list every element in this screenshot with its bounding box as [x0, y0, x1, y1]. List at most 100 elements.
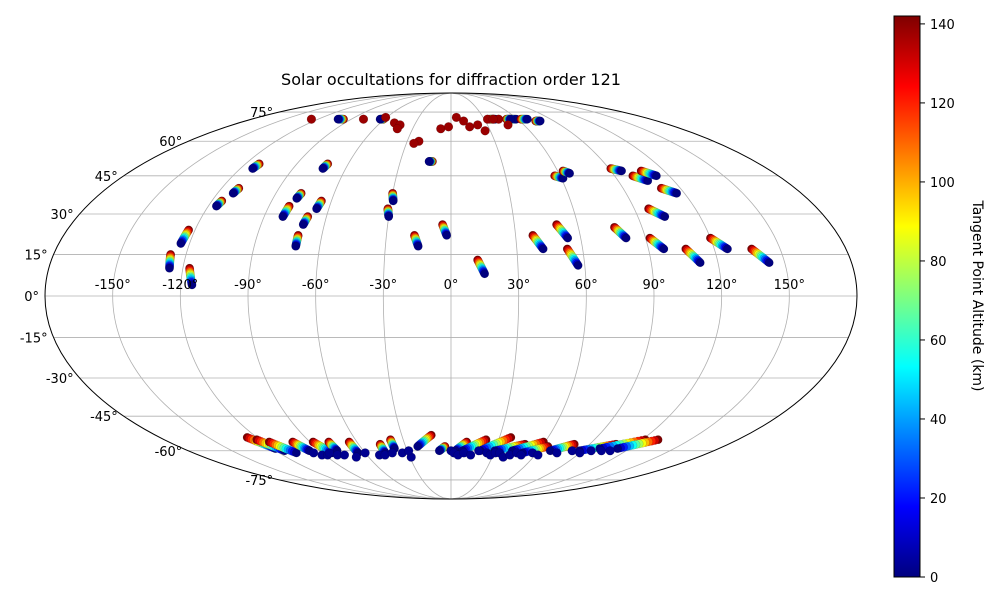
occultation-point — [436, 124, 446, 134]
occultation-point — [552, 448, 562, 458]
colorbar-tick-label: 80 — [930, 255, 947, 270]
occultation-point — [567, 446, 577, 456]
y-tick-label: 75° — [250, 106, 273, 121]
occultation-point — [409, 138, 419, 149]
y-tick-label: -15° — [20, 332, 48, 347]
occultation-point — [351, 452, 361, 462]
occultation-point — [312, 204, 321, 214]
occultation-point — [695, 258, 705, 268]
map-boundary — [44, 92, 858, 500]
occultation-point — [228, 188, 238, 198]
occultation-point — [248, 164, 258, 173]
colorbar-tick-label: 20 — [930, 492, 947, 507]
occultation-point — [533, 450, 543, 460]
x-tick-label: 30° — [507, 278, 530, 293]
y-tick-label: -75° — [245, 474, 273, 489]
occultation-point — [535, 116, 545, 126]
x-tick-label: -150° — [95, 278, 131, 293]
y-tick-label: 45° — [95, 170, 118, 185]
occultation-point — [384, 212, 394, 222]
colorbar-tick-label: 120 — [930, 97, 955, 112]
occultation-point — [458, 116, 469, 126]
occultation-point — [466, 450, 476, 460]
x-tick-label: 90° — [642, 278, 665, 293]
occultation-point — [586, 446, 596, 456]
colorbar-tick-label: 40 — [930, 413, 947, 428]
occultation-point — [187, 280, 197, 290]
occultation-point — [465, 122, 475, 132]
graticule — [45, 92, 857, 500]
occultation-point — [392, 124, 402, 134]
x-tick-labels: -150° -120° -90° -60° -30° 0° 30° 60° 90° 120° 150… — [95, 278, 805, 293]
y-tick-label: 15° — [25, 248, 48, 263]
occultation-point — [538, 244, 548, 254]
occultation-point — [474, 446, 484, 456]
occultation-point — [413, 442, 423, 451]
occultation-point — [488, 114, 498, 124]
colorbar-ticks: 0 20 40 60 80 100 120 140 — [920, 18, 955, 586]
x-tick-label: 60° — [575, 278, 598, 293]
occultation-point — [176, 239, 186, 248]
occultation-point — [413, 241, 423, 251]
occultation-point — [387, 448, 397, 458]
y-tick-labels: -75° -60° -45° -30° -15° 0° 15° 30° 45° 60° 75° — [20, 106, 273, 489]
occultation-point — [292, 193, 302, 203]
occultation-point — [764, 258, 774, 268]
occultation-point — [404, 446, 414, 456]
y-tick-label: 0° — [24, 290, 39, 305]
occultation-point — [292, 448, 301, 458]
occultation-point — [298, 220, 308, 230]
occultation-point — [333, 114, 343, 124]
colorbar-tick-label: 60 — [930, 334, 947, 349]
colorbar-tick-label: 140 — [930, 18, 955, 33]
occultation-point — [523, 114, 532, 124]
x-tick-label: -30° — [369, 278, 397, 293]
occultation-point — [443, 122, 454, 132]
occultation-point — [516, 450, 526, 460]
occultation-point — [660, 212, 670, 222]
occultation-point — [480, 269, 490, 279]
occultation-point — [652, 171, 661, 181]
occultation-point — [451, 112, 461, 122]
colorbar-tick-label: 0 — [930, 571, 938, 586]
occultation-point — [358, 114, 369, 124]
occultation-point — [503, 120, 513, 130]
occultation-point — [613, 444, 622, 453]
occultation-point — [165, 263, 174, 273]
occultation-point — [442, 230, 452, 240]
grid-meridian — [450, 92, 790, 500]
occultation-point — [480, 126, 490, 136]
colorbar-tick-label: 100 — [930, 176, 955, 191]
occultation-point — [318, 164, 328, 173]
occultation-point — [381, 112, 391, 122]
occultation-point — [473, 120, 483, 130]
occultation-point — [621, 233, 631, 243]
occultation-point — [672, 188, 682, 198]
occultation-point — [324, 448, 334, 458]
y-tick-label: -30° — [46, 372, 74, 387]
colorbar-gradient — [893, 15, 921, 578]
y-tick-label: -60° — [155, 445, 183, 460]
occultation-point — [563, 233, 573, 243]
occultation-point — [278, 212, 288, 222]
colorbar-label: Tangent Point Altitude (km) — [969, 199, 985, 391]
x-tick-label: 120° — [706, 278, 737, 293]
occultation-point — [339, 450, 350, 460]
x-tick-label: -120° — [162, 278, 198, 293]
y-tick-label: 30° — [51, 208, 74, 223]
x-tick-label: -90° — [234, 278, 262, 293]
occultation-point — [596, 446, 606, 456]
x-tick-label: 0° — [444, 278, 459, 293]
occultation-point — [360, 448, 370, 458]
occultation-point — [573, 261, 583, 270]
occultation-point — [388, 196, 398, 206]
x-tick-label: 150° — [774, 278, 805, 293]
occultation-point — [659, 244, 669, 254]
occultation-point — [617, 166, 626, 176]
occultation-point — [434, 446, 444, 456]
y-tick-label: -45° — [90, 410, 118, 425]
x-tick-label: -60° — [302, 278, 330, 293]
occultation-point — [565, 168, 575, 178]
occultation-point — [291, 241, 301, 251]
